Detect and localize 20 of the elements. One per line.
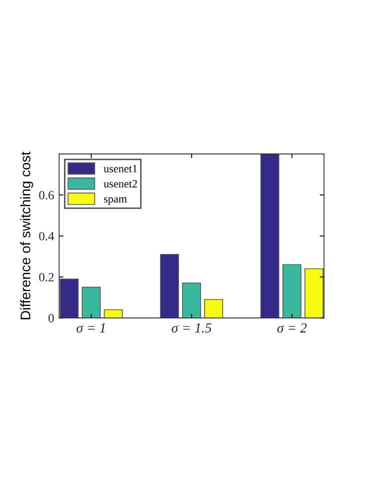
- legend-label: usenet1: [104, 164, 137, 172]
- y-tick-label: 0.2: [39, 272, 54, 282]
- bar: [282, 264, 302, 318]
- bar: [304, 268, 324, 318]
- bar: [260, 154, 280, 318]
- x-tick-label: σ = 1: [76, 323, 105, 333]
- x-tick-label: σ = 2: [277, 323, 307, 333]
- bar: [82, 286, 101, 318]
- y-tick-label: 0.6: [39, 190, 54, 200]
- legend-label: spam: [104, 197, 127, 205]
- legend-label: usenet2: [104, 180, 137, 188]
- bar: [204, 299, 224, 318]
- y-axis-title: Difference of switching cost: [20, 152, 34, 320]
- bar: [60, 278, 79, 318]
- bar: [104, 309, 123, 318]
- x-tick-label: σ = 1.5: [172, 323, 212, 333]
- y-tick-label: 0: [48, 314, 54, 322]
- bar: [160, 254, 179, 318]
- bar: [182, 282, 202, 318]
- y-tick-label: 0.4: [39, 232, 54, 240]
